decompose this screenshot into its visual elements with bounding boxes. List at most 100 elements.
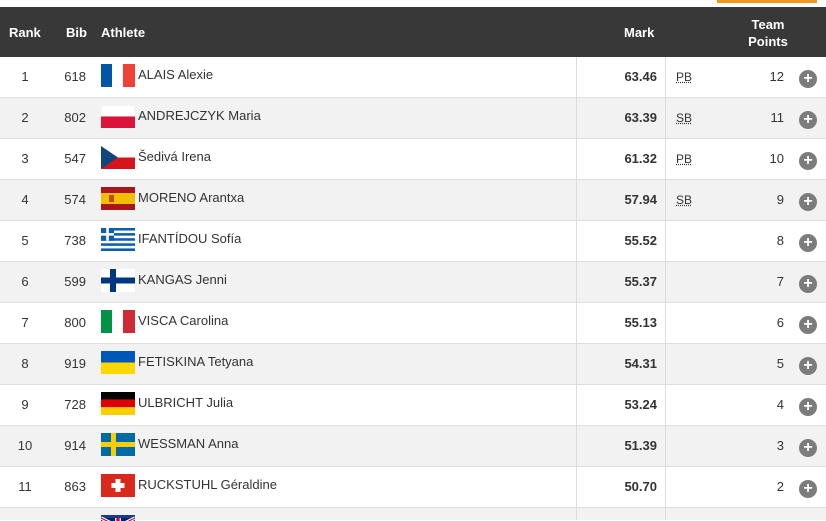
cell-athlete[interactable]: ALAIS Alexie [138, 67, 214, 82]
cell-bib: 863 [64, 479, 86, 494]
cell-record-note: SB [676, 193, 693, 207]
cell-athlete[interactable]: FETISKINA Tetyana [138, 354, 254, 369]
cell-bib: 547 [64, 151, 86, 166]
cell-athlete[interactable]: ANDREJCZYK Maria [138, 108, 261, 123]
header-mark[interactable]: Mark [624, 25, 655, 40]
column-divider [665, 426, 666, 466]
cell-team-points: 3 [776, 438, 784, 453]
column-divider [665, 467, 666, 507]
plus-circle-icon[interactable]: + [799, 357, 817, 375]
cell-athlete[interactable]: ULBRICHT Julia [138, 395, 234, 410]
header-athlete[interactable]: Athlete [101, 25, 146, 40]
cell-mark: 61.32 [624, 151, 657, 166]
table-row[interactable]: 3 547 Šedivá Irena 61.32 PB 10 + [0, 139, 826, 180]
table-row[interactable]: 6 599 KANGAS Jenni 55.37 7 + [0, 262, 826, 303]
cell-team-points: 5 [776, 356, 784, 371]
accent-tab[interactable] [717, 0, 817, 3]
cell-rank: 10 [17, 438, 33, 453]
cell-team-points: 11 [770, 110, 785, 125]
column-divider [576, 426, 577, 466]
cell-athlete[interactable]: VISCA Carolina [138, 313, 229, 328]
plus-circle-icon[interactable]: + [799, 398, 817, 416]
column-divider [576, 139, 577, 179]
cell-mark: 53.24 [624, 397, 657, 412]
cell-team-points: 7 [776, 274, 784, 289]
column-divider [665, 385, 666, 425]
cell-bib: 738 [64, 233, 86, 248]
header-team-points[interactable]: Team Points [738, 16, 798, 50]
column-divider [665, 180, 666, 220]
table-row[interactable]: 9 728 ULBRICHT Julia 53.24 4 + [0, 385, 826, 426]
cell-team-points: 4 [776, 397, 784, 412]
plus-circle-icon[interactable]: + [799, 70, 817, 88]
column-divider [576, 180, 577, 220]
cell-athlete[interactable]: KANGAS Jenni [138, 272, 227, 287]
plus-circle-icon[interactable]: + [799, 111, 817, 129]
header-team-points-line2: Points [748, 34, 788, 49]
table-row[interactable]: 11 863 RUCKSTUHL Géraldine 50.70 2 + [0, 467, 826, 508]
table-row[interactable]: 8 919 FETISKINA Tetyana 54.31 5 + [0, 344, 826, 385]
plus-circle-icon[interactable]: + [799, 439, 817, 457]
cell-athlete[interactable]: Šedivá Irena [138, 149, 211, 164]
plus-circle-icon[interactable]: + [799, 316, 817, 334]
cell-record-note: SB [676, 111, 693, 125]
cell-rank: 4 [21, 192, 29, 207]
cell-rank: 5 [21, 233, 29, 248]
table-row[interactable]: 7 800 VISCA Carolina 55.13 6 + [0, 303, 826, 344]
header-rank[interactable]: Rank [9, 25, 41, 40]
italy-flag-icon [101, 310, 135, 333]
cell-rank: 1 [21, 69, 29, 84]
cell-bib: 919 [64, 356, 86, 371]
cell-mark: 55.52 [624, 233, 657, 248]
cell-mark: 55.37 [624, 274, 657, 289]
cell-athlete[interactable]: MORENO Arantxa [138, 190, 245, 205]
cell-athlete[interactable]: WESSMAN Anna [138, 436, 239, 451]
plus-circle-icon[interactable]: + [799, 480, 817, 498]
cell-team-points: 8 [776, 233, 784, 248]
header-team-points-line1: Team [751, 17, 785, 32]
germany-flag-icon [101, 392, 135, 415]
header-bib[interactable]: Bib [66, 25, 87, 40]
cell-athlete[interactable]: IFANTÍDOU Sofía [138, 231, 242, 246]
greece-flag-icon [101, 228, 135, 251]
france-flag-icon [101, 64, 135, 87]
column-divider [665, 221, 666, 261]
cell-bib: 728 [64, 397, 86, 412]
column-divider [576, 98, 577, 138]
switzerland-flag-icon [101, 474, 135, 497]
results-table-body: 1 618 ALAIS Alexie 63.46 PB 12 +2 802 ANDREJCZYK… [0, 57, 826, 508]
cell-team-points: 9 [776, 192, 784, 207]
column-divider [576, 262, 577, 302]
cell-rank: 2 [21, 110, 29, 125]
table-row[interactable]: 1 618 ALAIS Alexie 63.46 PB 12 + [0, 57, 826, 98]
united-kingdom-flag-icon [101, 515, 135, 521]
czechia-flag-icon [101, 146, 135, 169]
column-divider [576, 57, 577, 97]
table-row[interactable]: 4 574 MORENO Arantxa 57.94 SB 9 + [0, 180, 826, 221]
cell-bib: 618 [64, 69, 86, 84]
table-row[interactable]: 2 802 ANDREJCZYK Maria 63.39 SB 11 + [0, 98, 826, 139]
cell-athlete[interactable]: RUCKSTUHL Géraldine [138, 477, 277, 492]
cell-mark: 63.39 [624, 110, 657, 125]
cell-mark: 51.39 [624, 438, 657, 453]
cell-mark: 57.94 [624, 192, 657, 207]
cell-record-note: PB [676, 70, 693, 84]
poland-flag-icon [101, 105, 135, 128]
cell-team-points: 6 [776, 315, 784, 330]
column-divider [665, 262, 666, 302]
cell-record-note: PB [676, 152, 693, 166]
column-divider [665, 344, 666, 384]
cell-rank: 9 [21, 397, 29, 412]
cell-mark: 50.70 [624, 479, 657, 494]
cell-rank: 3 [21, 151, 29, 166]
cell-team-points: 12 [769, 69, 784, 84]
plus-circle-icon[interactable]: + [799, 193, 817, 211]
plus-circle-icon[interactable]: + [799, 275, 817, 293]
table-row-partial[interactable] [0, 508, 826, 521]
results-table-header: Rank Bib Athlete Mark Team Points [0, 7, 826, 57]
plus-circle-icon[interactable]: + [799, 152, 817, 170]
plus-circle-icon[interactable]: + [799, 234, 817, 252]
table-row[interactable]: 10 914 WESSMAN Anna 51.39 3 + [0, 426, 826, 467]
table-row[interactable]: 5 738 IFANTÍDOU Sofía 55.52 8 + [0, 221, 826, 262]
cell-team-points: 2 [776, 479, 784, 494]
